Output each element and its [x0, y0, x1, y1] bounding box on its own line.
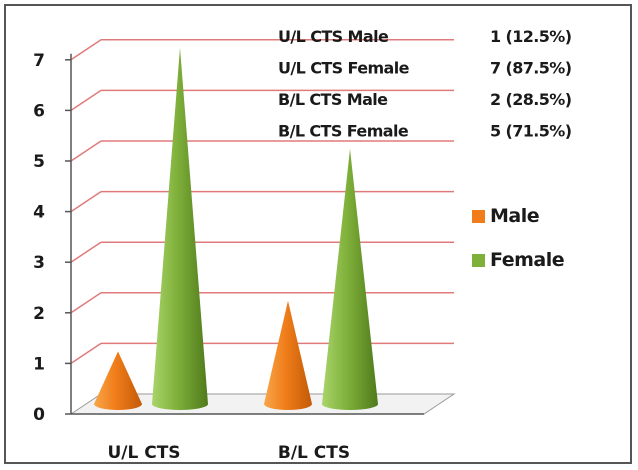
gridline-depth: [70, 140, 102, 162]
cones-layer: [94, 47, 378, 411]
y-tick-label: 4: [33, 203, 45, 223]
legend-swatch: [472, 210, 485, 223]
cone-bar: [152, 47, 208, 411]
y-tick-label: 5: [33, 152, 45, 172]
x-category-label: B/L CTS: [278, 443, 350, 463]
annotation-label: U/L CTS Female: [278, 59, 410, 78]
annotation-label: B/L CTS Female: [278, 122, 409, 141]
y-tick-label: 7: [33, 51, 45, 71]
y-tick-label: 6: [33, 101, 45, 121]
y-tick-label: 2: [33, 304, 45, 324]
annotation-label: U/L CTS Male: [278, 27, 389, 46]
legend-label: Male: [490, 205, 539, 227]
gridline-depth: [70, 292, 102, 314]
annotation-value: 5 (71.5%): [490, 122, 571, 141]
legend-swatch: [472, 254, 485, 267]
chart-frame: 0 1 2 3 4 5 6 7 U/L CTS B/L CTS U/L CTS Male 1 (12.…: [4, 4, 632, 464]
gridline-depth: [70, 241, 102, 263]
axis-layer: [65, 53, 424, 415]
cone-bar: [322, 149, 378, 410]
annotation-value: 1 (12.5%): [490, 27, 571, 46]
cone-bar: [264, 300, 312, 410]
cone-bar: [94, 351, 142, 410]
gridline-depth: [70, 190, 102, 213]
gridlines-layer: [70, 39, 454, 365]
text-layer: 0 1 2 3 4 5 6 7 U/L CTS B/L CTS U/L CTS Male 1 (12.…: [33, 27, 572, 463]
y-tick-label: 1: [33, 354, 45, 374]
y-tick-label: 3: [33, 253, 45, 273]
y-tick-label: 0: [33, 405, 45, 425]
cone-chart: 0 1 2 3 4 5 6 7 U/L CTS B/L CTS U/L CTS Male 1 (12.…: [33, 27, 572, 463]
annotation-label: B/L CTS Male: [278, 90, 388, 109]
legend-label: Female: [490, 249, 564, 271]
x-category-label: U/L CTS: [107, 443, 180, 463]
gridline-depth: [70, 342, 102, 365]
annotation-value: 2 (28.5%): [490, 90, 571, 109]
gridline-depth: [70, 39, 102, 61]
annotation-value: 7 (87.5%): [490, 59, 571, 78]
gridline-depth: [70, 89, 102, 112]
